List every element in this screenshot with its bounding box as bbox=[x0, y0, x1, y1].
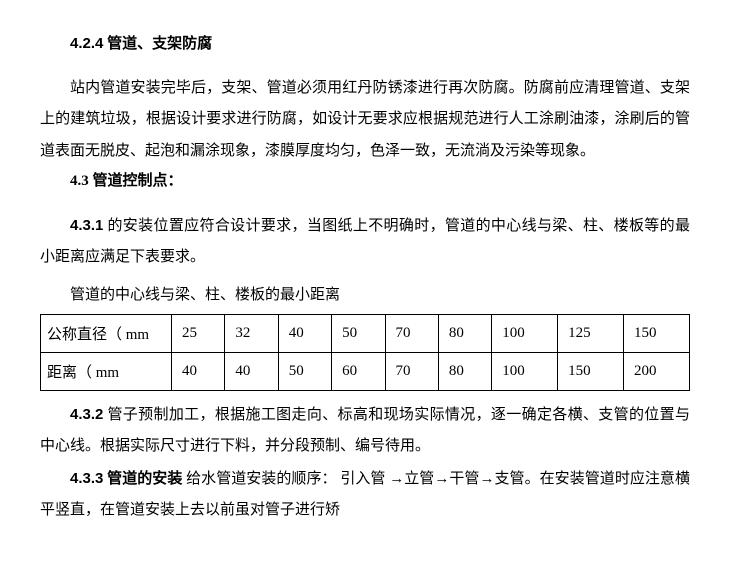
row2-val: 40 bbox=[172, 352, 225, 390]
para-433: 4.3.3 管道的安装 给水管道安装的顺序： 引入管 →立管→干管→支管。在安装… bbox=[40, 463, 690, 527]
para-424: 站内管道安装完毕后，支架、管道必须用红丹防锈漆进行再次防腐。防腐前应清理管道、支… bbox=[40, 73, 690, 168]
row1-header: 公称直径（ mm bbox=[41, 314, 172, 352]
heading-43: 4.3 管道控制点： bbox=[40, 167, 690, 196]
row2-header: 距离（ mm bbox=[41, 352, 172, 390]
distance-table: 公称直径（ mm 25 32 40 50 70 80 100 125 150 距… bbox=[40, 314, 690, 391]
para-431: 4.3.1 的安装位置应符合设计要求，当图纸上不明确时，管道的中心线与梁、柱、楼… bbox=[40, 210, 690, 274]
row1-val: 70 bbox=[385, 314, 438, 352]
para-432-num: 4.3.2 bbox=[70, 406, 103, 423]
para-432: 4.3.2 管子预制加工，根据施工图走向、标高和现场实际情况，逐一确定各横、支管… bbox=[40, 399, 690, 463]
heading-424-num: 4.2.4 bbox=[70, 35, 103, 52]
row1-val: 40 bbox=[278, 314, 331, 352]
para-431-num: 4.3.1 bbox=[70, 217, 103, 234]
row2-val: 150 bbox=[558, 352, 624, 390]
table-row: 距离（ mm 40 40 50 60 70 80 100 150 200 bbox=[41, 352, 690, 390]
para-431-txt: 的安装位置应符合设计要求，当图纸上不明确时，管道的中心线与梁、柱、楼板等的最小距… bbox=[40, 218, 690, 266]
para-433-num: 4.3.3 bbox=[70, 470, 103, 487]
row2-val: 70 bbox=[385, 352, 438, 390]
row1-val: 125 bbox=[558, 314, 624, 352]
row1-val: 100 bbox=[492, 314, 558, 352]
row1-val: 32 bbox=[225, 314, 278, 352]
row1-val: 80 bbox=[438, 314, 491, 352]
para-433-lead: 管道的安装 bbox=[103, 471, 182, 487]
row2-val: 40 bbox=[225, 352, 278, 390]
row2-val: 100 bbox=[492, 352, 558, 390]
row2-val: 200 bbox=[624, 352, 690, 390]
table-caption: 管道的中心线与梁、柱、楼板的最小距离 bbox=[40, 280, 690, 310]
row1-val: 50 bbox=[332, 314, 385, 352]
row2-val: 80 bbox=[438, 352, 491, 390]
table-row: 公称直径（ mm 25 32 40 50 70 80 100 125 150 bbox=[41, 314, 690, 352]
heading-424: 4.2.4 管道、支架防腐 bbox=[40, 30, 690, 59]
row2-val: 50 bbox=[278, 352, 331, 390]
para-432-txt: 管子预制加工，根据施工图走向、标高和现场实际情况，逐一确定各横、支管的位置与中心… bbox=[40, 407, 690, 455]
row2-val: 60 bbox=[332, 352, 385, 390]
row1-val: 25 bbox=[172, 314, 225, 352]
row1-val: 150 bbox=[624, 314, 690, 352]
heading-424-txt: 管道、支架防腐 bbox=[103, 36, 212, 52]
